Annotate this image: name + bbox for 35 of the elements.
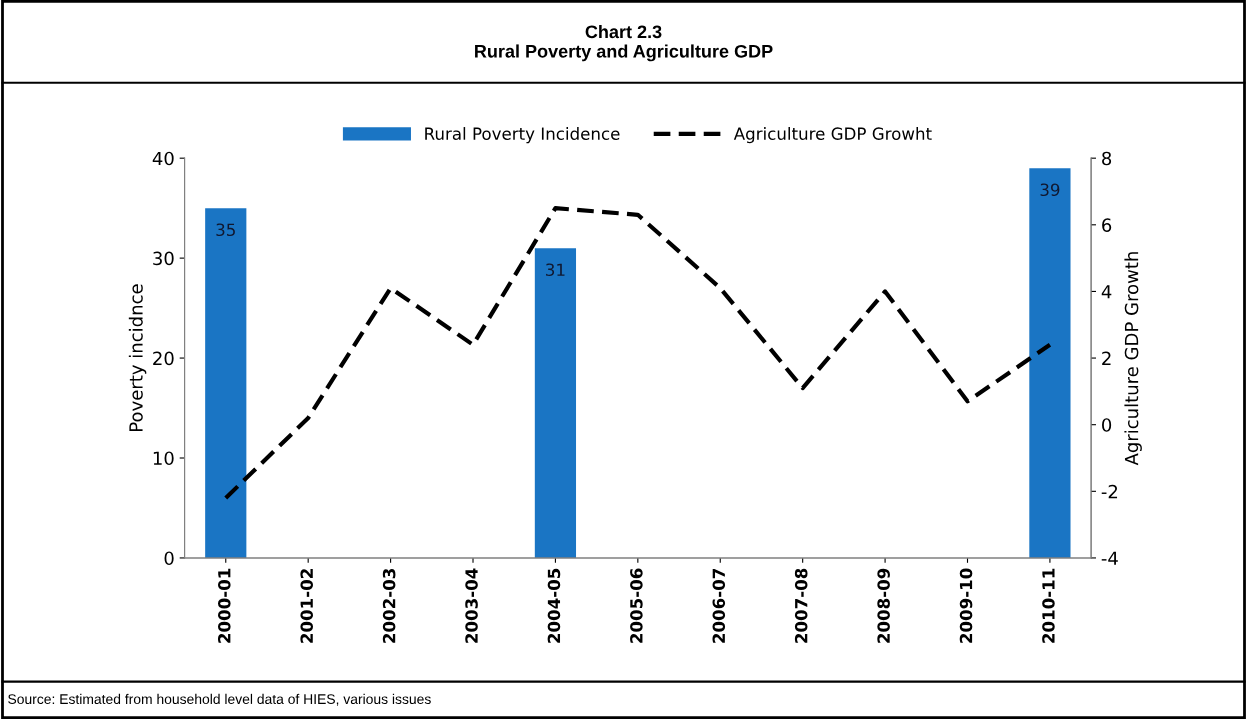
data-label: 31 bbox=[546, 263, 565, 277]
data-label: 39 bbox=[1040, 183, 1060, 197]
x-tick-label: 2007-08 bbox=[794, 568, 808, 643]
y2-tick-label: 4 bbox=[1101, 285, 1112, 299]
y2-tick-label: -4 bbox=[1101, 551, 1118, 565]
bar bbox=[205, 208, 247, 558]
legend-label: Agriculture GDP Growht bbox=[733, 127, 932, 144]
y-tick-label: 20 bbox=[153, 351, 174, 366]
x-tick-label: 2006-07 bbox=[712, 568, 726, 643]
bar bbox=[1029, 168, 1071, 558]
source-note: Source: Estimated from household level data of HIES, various issues bbox=[8, 693, 431, 706]
x-tick-label: 2005-06 bbox=[630, 568, 643, 643]
legend-label: Rural Poverty Incidence bbox=[425, 127, 620, 144]
y2-axis-title: Agriculture GDP Growth bbox=[1124, 252, 1142, 466]
y2-tick-label: -2 bbox=[1101, 484, 1118, 499]
y-tick-label: 30 bbox=[153, 251, 174, 266]
y-tick-label: 10 bbox=[153, 451, 174, 466]
y2-tick-label: 6 bbox=[1102, 218, 1112, 232]
y-tick-label: 0 bbox=[164, 551, 174, 566]
data-label: 35 bbox=[216, 223, 235, 237]
x-tick-label: 2001-02 bbox=[300, 569, 314, 643]
x-tick-label: 2002-03 bbox=[382, 568, 396, 643]
x-tick-label: 2000-01 bbox=[217, 568, 231, 643]
bar bbox=[534, 248, 577, 558]
chart-title: Chart 2.3 Rural Poverty and Agriculture GDP bbox=[475, 24, 773, 62]
x-tick-label: 2004-05 bbox=[547, 568, 561, 643]
x-tick-label: 2009-10 bbox=[959, 568, 973, 643]
y2-tick-label: 0 bbox=[1102, 418, 1112, 432]
y2-tick-label: 2 bbox=[1102, 351, 1111, 365]
y-tick-label: 40 bbox=[152, 151, 174, 166]
x-tick-label: 2008-09 bbox=[877, 568, 890, 643]
x-tick-label: 2003-04 bbox=[465, 568, 478, 643]
y2-tick-label: 8 bbox=[1102, 151, 1112, 166]
y-axis-title: Poverty incidnce bbox=[128, 284, 147, 431]
x-tick-label: 2010-11 bbox=[1042, 568, 1055, 643]
